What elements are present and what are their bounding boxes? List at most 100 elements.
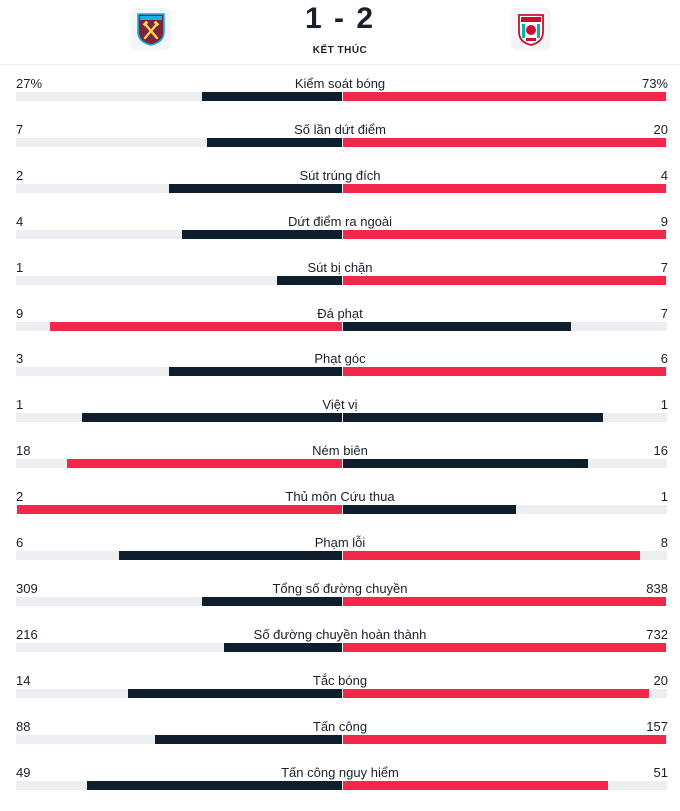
stat-label: Phạm lỗi xyxy=(314,535,366,550)
stat-bar-track xyxy=(16,367,667,377)
stat-bar-track xyxy=(16,92,667,101)
away-stat-bar xyxy=(343,275,666,285)
stat-bar-track xyxy=(16,413,667,423)
away-stat-value: 51 xyxy=(653,764,668,780)
home-stat-value: 1 xyxy=(16,259,24,275)
home-stat-value: 309 xyxy=(16,580,38,596)
stat-label: Kiểm soát bóng xyxy=(294,76,386,91)
home-stat-value: 1 xyxy=(16,397,24,413)
stat-row: 7 Số lần dứt điểm 20 xyxy=(0,122,680,168)
away-stat-value: 732 xyxy=(646,626,668,642)
home-stat-bar xyxy=(201,596,342,606)
home-stat-value: 88 xyxy=(16,718,31,734)
away-stat-bar xyxy=(343,688,649,698)
home-stat-bar xyxy=(66,459,342,469)
away-stat-value: 7 xyxy=(660,259,668,275)
home-stat-value: 9 xyxy=(16,305,24,321)
home-stat-value: 14 xyxy=(16,672,31,688)
stat-label: Ném biên xyxy=(312,443,368,459)
home-stat-value: 18 xyxy=(16,443,31,459)
away-stat-value: 838 xyxy=(646,580,668,596)
away-stat-value: 6 xyxy=(660,351,668,367)
stat-row: 49 Tấn công nguy hiểm 51 xyxy=(0,765,680,811)
home-stat-bar xyxy=(119,551,342,560)
away-stat-value: 73% xyxy=(641,76,668,91)
away-stat-bar xyxy=(343,459,588,469)
stat-row: 1 Sút bị chặn 7 xyxy=(0,260,680,306)
stat-label: Phạt góc xyxy=(314,351,366,367)
stat-label: Tổng số đường chuyền xyxy=(272,580,408,596)
stat-bar-track xyxy=(16,229,667,239)
stat-row: 2 Thủ môn Cứu thua 1 xyxy=(0,489,680,535)
stat-row: 88 Tấn công 157 xyxy=(0,719,680,765)
stat-row: 3 Phạt góc 6 xyxy=(0,351,680,397)
home-stat-bar xyxy=(182,229,342,239)
away-stat-value: 9 xyxy=(660,213,668,229)
away-stat-bar xyxy=(343,229,666,239)
stat-label: Sút bị chặn xyxy=(307,259,373,275)
home-stat-bar xyxy=(201,92,342,101)
away-stat-value: 8 xyxy=(660,535,668,550)
away-stat-bar xyxy=(343,183,666,193)
home-stat-bar xyxy=(168,367,342,377)
home-stat-value: 4 xyxy=(16,213,24,229)
home-stat-value: 2 xyxy=(16,489,24,505)
home-stat-bar xyxy=(87,780,342,790)
away-stat-bar xyxy=(343,92,666,101)
home-stat-value: 3 xyxy=(16,351,24,367)
stat-bar-track xyxy=(16,275,667,285)
stat-label: Số đường chuyền hoàn thành xyxy=(253,626,427,642)
stat-bar-track xyxy=(16,734,667,744)
match-score: 1 - 2 xyxy=(304,2,376,35)
stat-label: Tấn công xyxy=(312,718,368,734)
stat-row: 216 Số đường chuyền hoàn thành 732 xyxy=(0,627,680,673)
home-stat-value: 6 xyxy=(16,535,24,550)
away-stat-value: 20 xyxy=(653,672,668,688)
stat-row: 18 Ném biên 16 xyxy=(0,443,680,489)
home-stat-bar xyxy=(168,183,342,193)
away-stat-bar xyxy=(343,321,571,331)
stat-row: 1 Việt vị 1 xyxy=(0,397,680,443)
match-header: 1 - 2 KẾT THÚC xyxy=(0,0,680,64)
stat-bar-track xyxy=(16,688,667,698)
home-stat-value: 2 xyxy=(16,167,24,183)
away-stat-bar xyxy=(343,505,517,515)
stat-bar-track xyxy=(16,137,667,147)
west-ham-crest-icon[interactable] xyxy=(131,8,171,50)
liverpool-crest-icon[interactable] xyxy=(511,8,551,50)
stat-bar-track xyxy=(16,321,667,331)
away-stat-bar xyxy=(343,596,666,606)
away-stat-value: 157 xyxy=(646,718,668,734)
home-stat-value: 49 xyxy=(16,764,31,780)
home-stat-bar xyxy=(17,505,342,515)
stat-bar-track xyxy=(16,183,667,193)
stat-label: Sút trúng đích xyxy=(299,167,381,183)
away-stat-bar xyxy=(343,734,666,744)
stat-label: Dứt điểm ra ngoài xyxy=(287,213,393,229)
stat-bar-track xyxy=(16,459,667,469)
stat-label: Tấn công nguy hiểm xyxy=(281,764,399,780)
home-stat-bar xyxy=(207,137,342,147)
stat-row: 2 Sút trúng đích 4 xyxy=(0,168,680,214)
stat-row: 27% Kiểm soát bóng 73% xyxy=(0,76,680,122)
stat-label: Đá phạt xyxy=(317,305,363,321)
away-stat-bar xyxy=(343,642,666,652)
stat-row: 9 Đá phạt 7 xyxy=(0,306,680,352)
away-stat-value: 4 xyxy=(660,167,668,183)
stat-row: 14 Tắc bóng 20 xyxy=(0,673,680,719)
home-stat-bar xyxy=(223,642,342,652)
home-stat-bar xyxy=(49,321,342,331)
match-status: KẾT THÚC xyxy=(312,45,368,56)
home-stat-bar xyxy=(155,734,342,744)
stat-label: Việt vị xyxy=(322,397,358,413)
stat-bar-track xyxy=(16,551,667,560)
away-stat-bar xyxy=(343,780,609,790)
stat-label: Số lần dứt điểm xyxy=(294,121,386,137)
stat-bar-track xyxy=(16,642,667,652)
away-stat-bar xyxy=(343,367,666,377)
home-stat-value: 27% xyxy=(16,76,43,91)
away-stat-value: 1 xyxy=(660,397,668,413)
away-stat-value: 7 xyxy=(660,305,668,321)
home-stat-bar xyxy=(277,275,342,285)
